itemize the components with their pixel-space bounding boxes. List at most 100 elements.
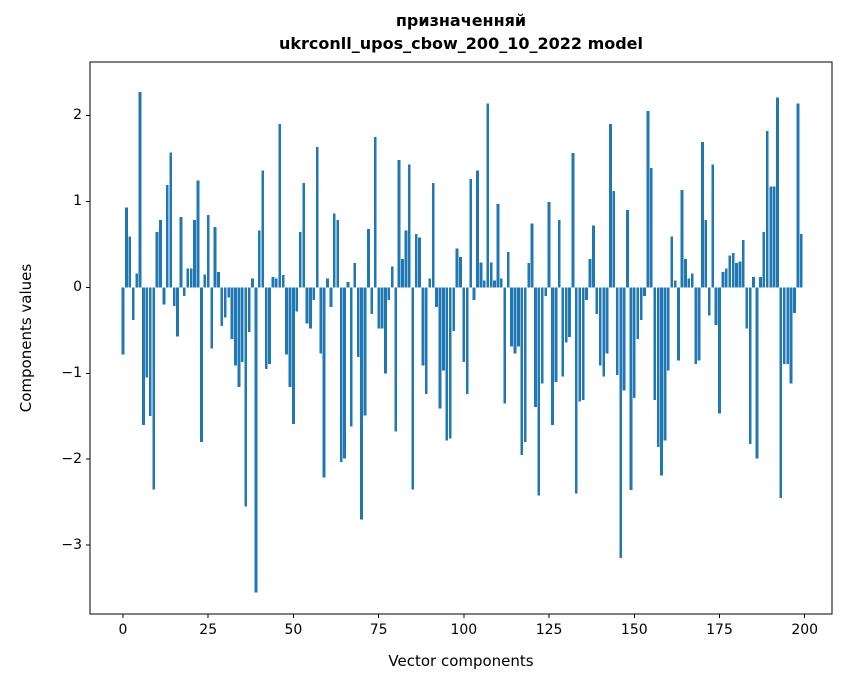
bar <box>632 287 636 399</box>
bar <box>240 287 244 363</box>
bar <box>554 287 558 382</box>
bar <box>714 287 718 326</box>
y-tick-label: 1 <box>73 193 82 210</box>
bar <box>523 287 527 443</box>
bar <box>793 287 796 314</box>
bar <box>731 252 735 288</box>
bar <box>302 183 306 288</box>
bar <box>530 223 534 288</box>
bar <box>329 287 333 308</box>
bar <box>568 287 571 338</box>
bar <box>131 287 135 320</box>
bar <box>735 263 738 288</box>
bar <box>356 287 360 357</box>
bar <box>629 287 633 491</box>
bar <box>155 232 159 288</box>
x-axis-label: Vector components <box>388 652 534 670</box>
bar <box>281 275 285 288</box>
bar <box>360 287 363 520</box>
chart-title-line2: ukrconll_upos_cbow_200_10_2022 model <box>278 34 644 53</box>
bar <box>442 287 445 371</box>
bar <box>384 287 387 374</box>
bar <box>257 230 261 288</box>
bar <box>169 152 173 288</box>
bar <box>680 190 684 288</box>
bar <box>639 287 643 320</box>
bar <box>326 278 329 288</box>
bar <box>592 225 595 288</box>
bar <box>298 232 302 288</box>
bar <box>285 287 288 355</box>
x-tick-label: 25 <box>199 622 218 638</box>
bar <box>721 271 725 288</box>
bar <box>322 287 326 478</box>
bar <box>309 287 312 329</box>
bar <box>148 287 152 417</box>
bar <box>506 252 510 288</box>
bar <box>489 262 493 288</box>
bar <box>602 287 605 377</box>
bar <box>182 287 186 296</box>
bar <box>367 228 370 288</box>
bar <box>394 287 398 432</box>
bar <box>350 287 353 427</box>
bar <box>172 287 176 307</box>
bar <box>363 287 367 416</box>
bar <box>779 287 783 498</box>
bar <box>332 213 336 288</box>
y-tick-label: −2 <box>61 451 82 468</box>
bar <box>673 280 677 288</box>
bar <box>585 287 588 301</box>
bar <box>612 190 616 288</box>
bar <box>765 130 769 288</box>
bar <box>145 287 149 378</box>
bar <box>486 103 490 288</box>
bar <box>677 287 680 361</box>
bar <box>411 287 415 490</box>
bar <box>619 287 623 559</box>
bar <box>605 287 609 354</box>
x-tick-label: 125 <box>535 622 563 638</box>
bar <box>786 287 790 364</box>
bar <box>142 287 145 425</box>
y-tick-label: 2 <box>73 107 82 124</box>
bar <box>646 111 650 288</box>
bar <box>472 287 476 301</box>
bar <box>622 287 626 391</box>
bar <box>581 287 585 400</box>
bar <box>438 287 442 409</box>
bar <box>223 287 227 318</box>
bar <box>520 287 524 455</box>
bar <box>425 287 428 394</box>
bar <box>547 202 551 288</box>
bar <box>796 103 800 288</box>
bar <box>295 287 299 312</box>
bar <box>609 123 612 288</box>
bar <box>598 287 602 366</box>
bar <box>636 287 640 339</box>
bar <box>653 287 657 400</box>
bar <box>499 278 503 288</box>
bar <box>465 287 469 394</box>
y-tick-label: 0 <box>73 279 82 296</box>
bar <box>656 287 660 448</box>
bar <box>159 220 162 288</box>
bar <box>179 216 183 288</box>
bar <box>684 258 687 288</box>
bar <box>206 215 210 288</box>
bar <box>387 287 391 301</box>
bar <box>776 97 779 288</box>
bar <box>513 287 517 354</box>
bar <box>588 258 592 288</box>
bar <box>343 287 346 459</box>
bar <box>138 92 142 288</box>
bar <box>431 183 435 288</box>
bar <box>121 287 125 355</box>
bar <box>213 227 217 288</box>
bar <box>772 186 776 288</box>
bar <box>418 237 421 288</box>
bar <box>203 274 207 288</box>
bar <box>459 257 462 288</box>
bar <box>346 282 350 288</box>
bar <box>527 263 530 288</box>
